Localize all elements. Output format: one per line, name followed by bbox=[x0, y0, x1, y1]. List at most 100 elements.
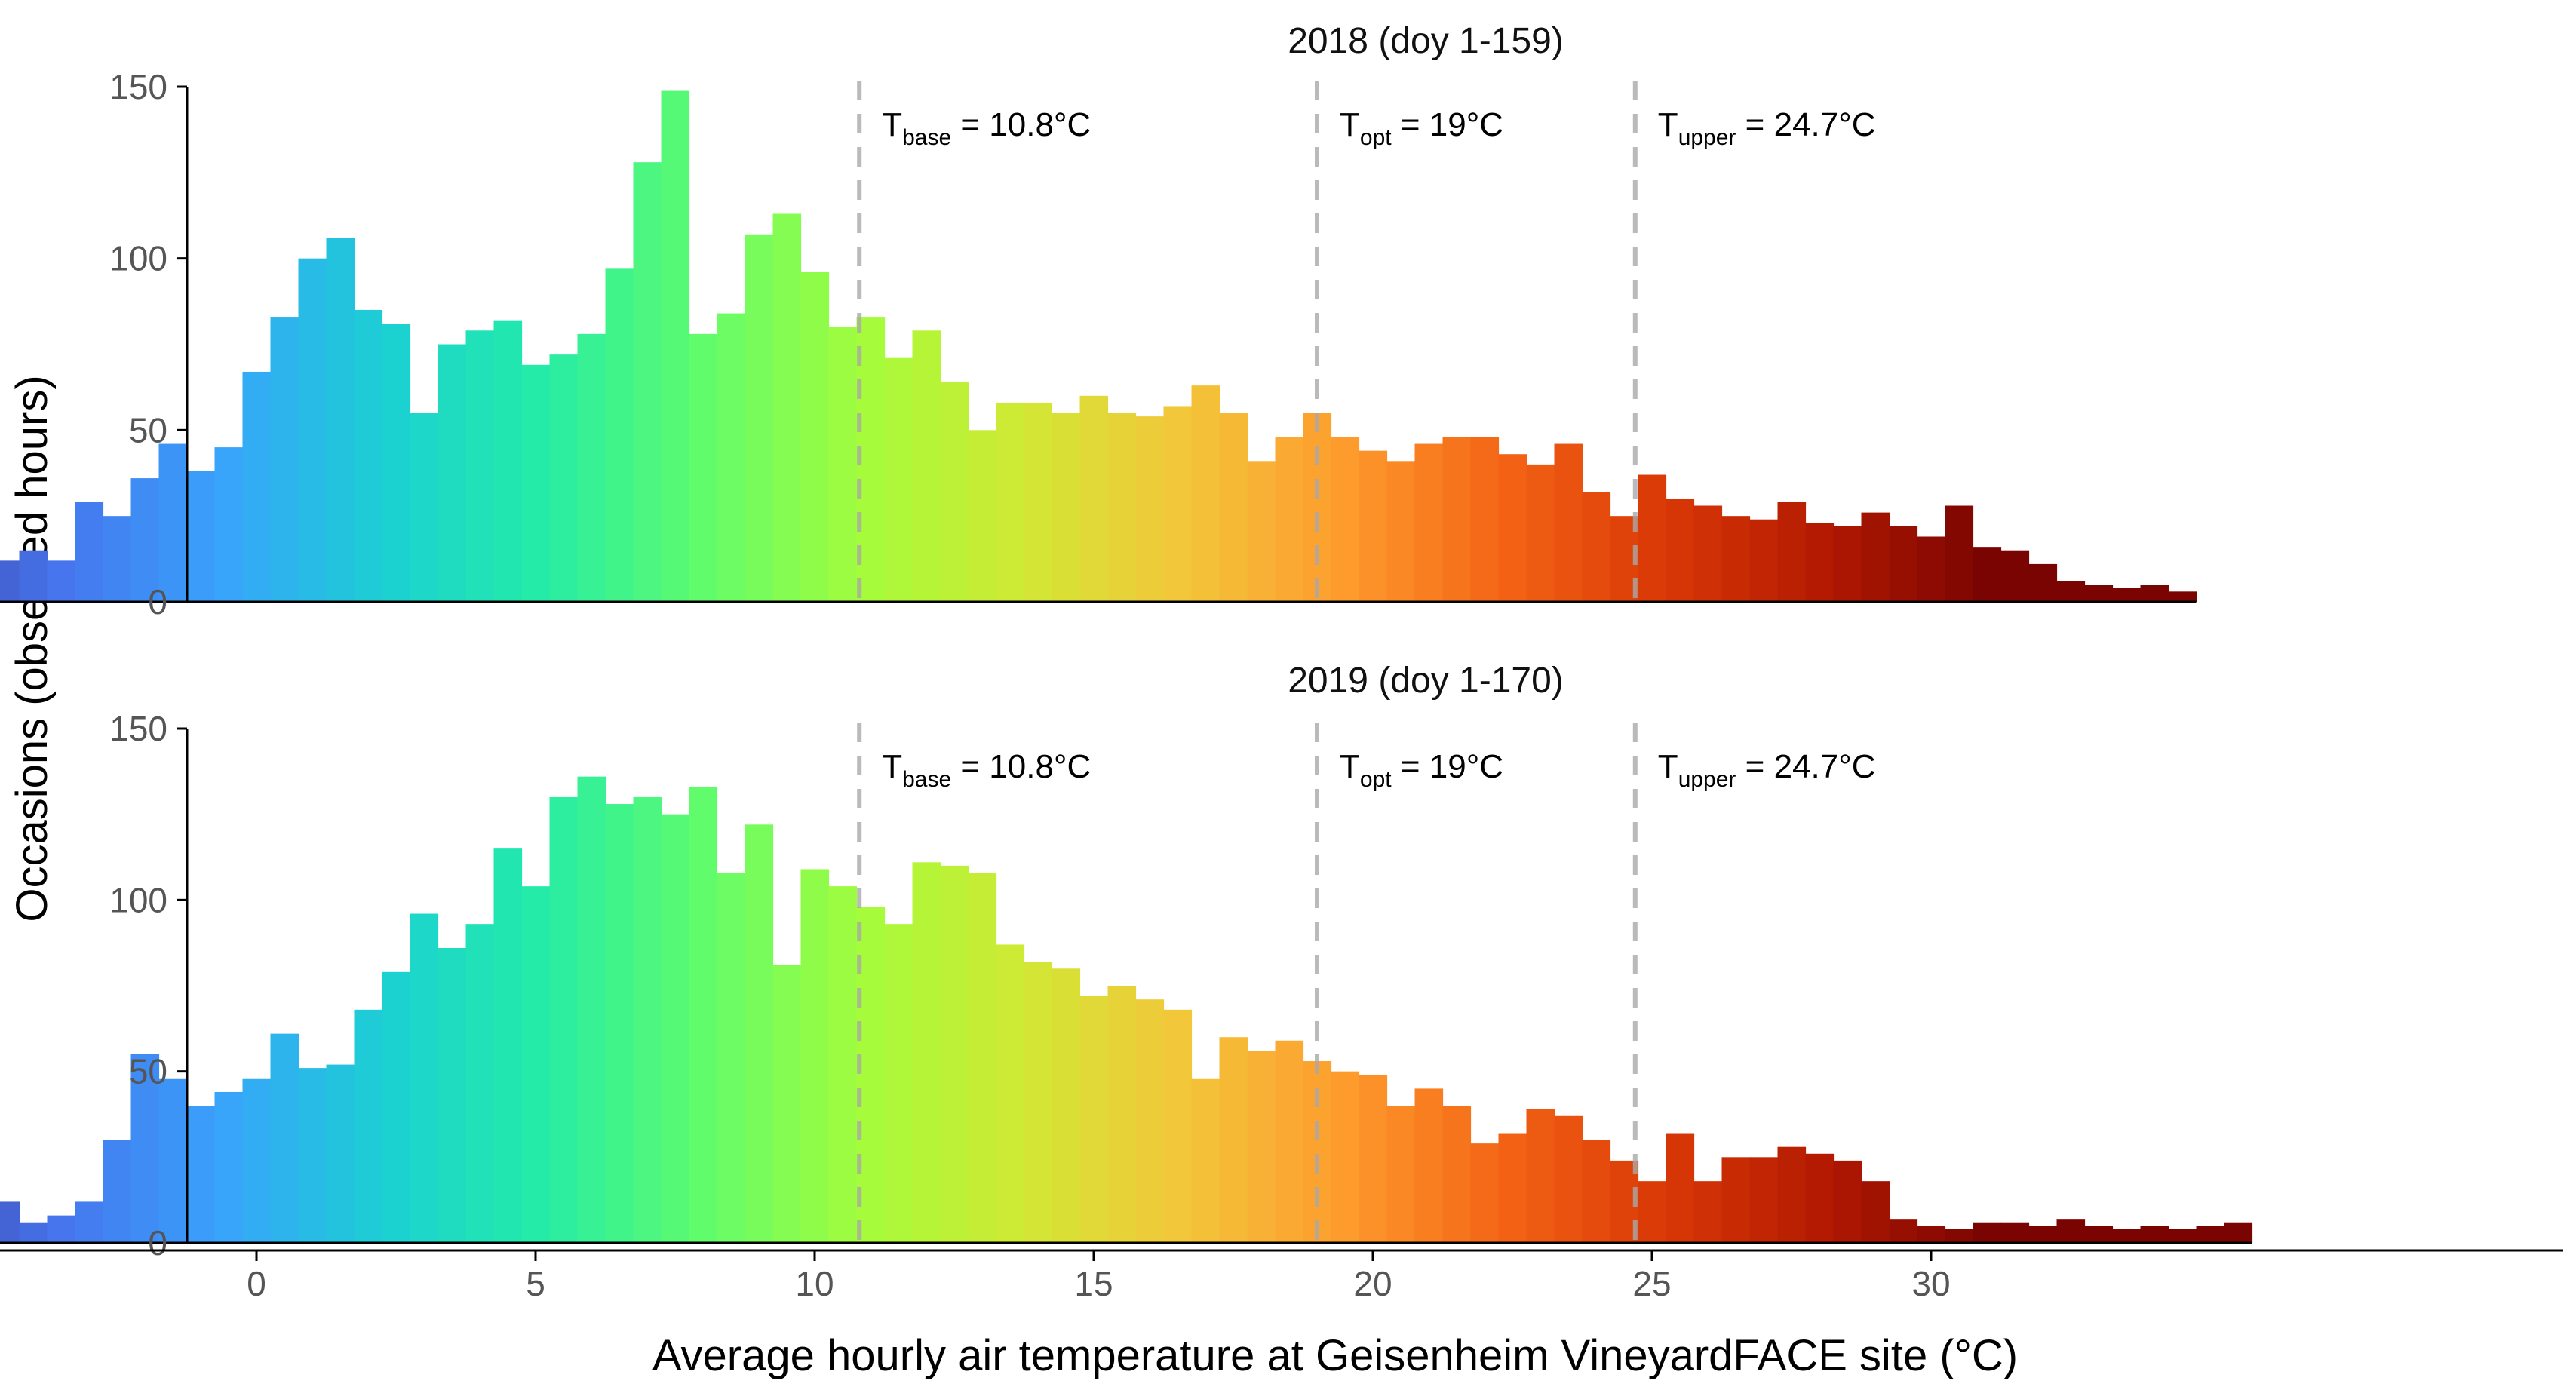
histogram-bar bbox=[0, 560, 20, 602]
histogram-bar bbox=[661, 814, 690, 1243]
histogram-bar bbox=[1024, 962, 1053, 1243]
histogram-bar bbox=[2112, 588, 2142, 602]
histogram-bar bbox=[186, 471, 216, 602]
histogram-bar bbox=[242, 1078, 272, 1243]
histogram-bar bbox=[242, 371, 272, 602]
histogram-bar bbox=[1861, 1181, 1890, 1243]
histogram-bar bbox=[1442, 437, 1472, 602]
threshold-value: = 10.8°C bbox=[951, 106, 1091, 143]
threshold-label: Tupper = 24.7°C bbox=[1658, 748, 1876, 792]
histogram-bar bbox=[2196, 1226, 2225, 1243]
threshold-value: = 24.7°C bbox=[1736, 106, 1875, 143]
histogram-bar bbox=[689, 787, 718, 1243]
histogram-bar bbox=[996, 944, 1025, 1243]
histogram-bar bbox=[1359, 1075, 1388, 1243]
y-tick-label: 50 bbox=[129, 1052, 167, 1091]
x-tick-label: 15 bbox=[1074, 1264, 1113, 1303]
threshold-label: Topt = 19°C bbox=[1340, 106, 1503, 150]
x-tick-label: 10 bbox=[795, 1264, 834, 1303]
threshold-symbol: T bbox=[1340, 106, 1360, 143]
histogram-bar bbox=[745, 234, 774, 602]
histogram-bar bbox=[605, 268, 634, 602]
histogram-bar bbox=[1554, 443, 1583, 602]
histogram-bar bbox=[1554, 1115, 1583, 1243]
threshold-subscript: opt bbox=[1360, 125, 1392, 150]
histogram-bar bbox=[214, 447, 244, 602]
threshold-subscript: upper bbox=[1678, 767, 1736, 792]
histogram-bar bbox=[2168, 1229, 2197, 1243]
histogram-bar bbox=[1052, 413, 1081, 602]
histogram-bar bbox=[1079, 996, 1109, 1243]
histogram-bar bbox=[19, 1222, 48, 1243]
histogram-bar bbox=[270, 1033, 299, 1243]
threshold-subscript: base bbox=[902, 125, 951, 150]
histogram-bar bbox=[772, 965, 802, 1243]
x-tick-label: 20 bbox=[1353, 1264, 1392, 1303]
histogram-bar bbox=[1331, 437, 1360, 602]
histogram-bar bbox=[410, 413, 439, 602]
histogram-bar bbox=[2084, 585, 2114, 602]
histogram-bar bbox=[1414, 1088, 1444, 1243]
histogram-bar bbox=[1247, 1051, 1276, 1243]
histogram-bar bbox=[996, 402, 1025, 602]
histogram-bar bbox=[465, 924, 495, 1243]
histogram-bar bbox=[884, 357, 913, 602]
histogram-bar bbox=[2140, 585, 2169, 602]
histogram-bar bbox=[1163, 406, 1193, 602]
threshold-value: = 24.7°C bbox=[1736, 748, 1875, 785]
histogram-bar bbox=[1721, 1157, 1751, 1243]
histogram-bar bbox=[1498, 1133, 1527, 1243]
threshold-subscript: upper bbox=[1678, 125, 1736, 150]
histogram-bar bbox=[158, 1078, 188, 1243]
histogram-bar bbox=[1693, 505, 1723, 602]
histogram-bar bbox=[745, 824, 774, 1243]
threshold-symbol: T bbox=[1340, 748, 1360, 785]
panel-title-2019: 2019 (doy 1-170) bbox=[1288, 661, 1564, 701]
histogram-bar bbox=[158, 443, 188, 602]
threshold-value: = 10.8°C bbox=[951, 748, 1091, 785]
histogram-bar bbox=[465, 330, 495, 602]
histogram-bar bbox=[326, 1064, 355, 1243]
threshold-value: = 19°C bbox=[1392, 748, 1503, 785]
histogram-bar bbox=[2056, 581, 2086, 602]
histogram-bar bbox=[1135, 999, 1165, 1243]
histogram-bar bbox=[800, 272, 830, 602]
histogram-bar bbox=[1749, 519, 1779, 602]
histogram-bar bbox=[493, 848, 523, 1243]
histogram-bar bbox=[2000, 1222, 2030, 1243]
histogram-bar bbox=[2224, 1222, 2253, 1243]
x-tick-label: 25 bbox=[1632, 1264, 1671, 1303]
histogram-bar bbox=[1833, 1160, 1862, 1243]
threshold-symbol: T bbox=[1658, 106, 1678, 143]
histogram-bar bbox=[1917, 1226, 1946, 1243]
histogram-bar bbox=[1805, 1153, 1835, 1243]
histogram-bar bbox=[1945, 505, 1974, 602]
histogram-bar bbox=[1191, 385, 1220, 602]
histogram-bar bbox=[1721, 516, 1751, 602]
histogram-bar bbox=[47, 560, 76, 602]
threshold-value: = 19°C bbox=[1392, 106, 1503, 143]
histogram-bar bbox=[1861, 512, 1890, 602]
histogram-bar bbox=[1386, 1106, 1416, 1243]
histogram-bar bbox=[1247, 461, 1276, 602]
histogram-bar bbox=[605, 804, 634, 1243]
histogram-bar bbox=[326, 238, 355, 602]
histogram-bar bbox=[1582, 492, 1611, 602]
histogram-bar bbox=[1638, 474, 1667, 602]
histogram-bar bbox=[103, 1140, 132, 1243]
histogram-bar bbox=[1107, 986, 1137, 1243]
x-tick-label: 0 bbox=[247, 1264, 266, 1303]
histogram-bar bbox=[1191, 1078, 1220, 1243]
histogram-bar bbox=[1917, 536, 1946, 602]
histogram-bar bbox=[1024, 402, 1053, 602]
histogram-bar bbox=[382, 324, 411, 602]
histogram-bar bbox=[1052, 968, 1081, 1243]
histogram-bar bbox=[298, 258, 327, 602]
histogram-bar bbox=[1777, 1146, 1807, 1243]
histogram-bar bbox=[1219, 413, 1248, 602]
histogram-bar bbox=[1386, 461, 1416, 602]
histogram-bar bbox=[2000, 550, 2030, 602]
histogram-bar bbox=[549, 354, 579, 602]
